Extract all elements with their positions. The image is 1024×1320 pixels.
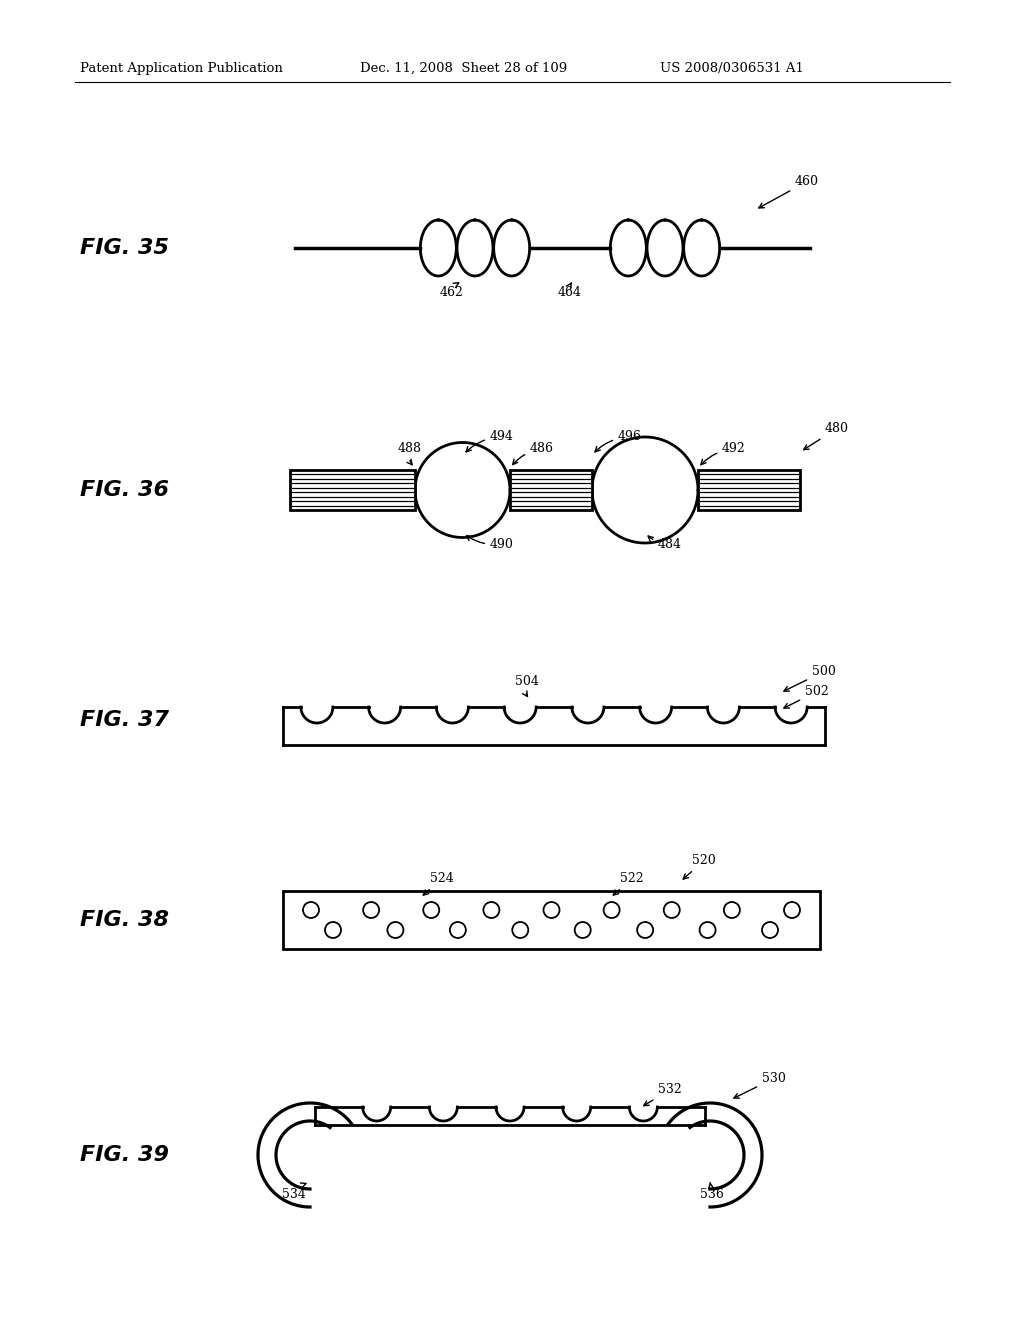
Text: 522: 522 bbox=[613, 873, 644, 895]
Text: 496: 496 bbox=[595, 430, 642, 451]
Text: FIG. 39: FIG. 39 bbox=[80, 1144, 169, 1166]
Text: FIG. 36: FIG. 36 bbox=[80, 480, 169, 500]
Bar bbox=[283, 891, 820, 949]
Text: 490: 490 bbox=[467, 536, 514, 550]
Text: 536: 536 bbox=[700, 1183, 724, 1201]
Bar bbox=[510, 470, 592, 510]
Text: FIG. 35: FIG. 35 bbox=[80, 238, 169, 257]
Text: FIG. 38: FIG. 38 bbox=[80, 909, 169, 931]
Text: 488: 488 bbox=[398, 442, 422, 465]
Text: 484: 484 bbox=[648, 536, 682, 550]
Text: 520: 520 bbox=[683, 854, 716, 879]
Text: 492: 492 bbox=[700, 442, 745, 465]
Text: 534: 534 bbox=[282, 1183, 306, 1201]
Text: 502: 502 bbox=[784, 685, 828, 708]
Text: 460: 460 bbox=[759, 176, 819, 209]
Text: Dec. 11, 2008  Sheet 28 of 109: Dec. 11, 2008 Sheet 28 of 109 bbox=[360, 62, 567, 75]
Bar bbox=[698, 470, 800, 510]
Bar bbox=[290, 470, 415, 510]
Text: 532: 532 bbox=[644, 1082, 682, 1106]
Text: 494: 494 bbox=[466, 430, 514, 451]
Text: 464: 464 bbox=[558, 282, 582, 300]
Text: 504: 504 bbox=[515, 675, 539, 697]
Text: 530: 530 bbox=[734, 1072, 785, 1098]
Text: 524: 524 bbox=[423, 873, 454, 895]
Text: Patent Application Publication: Patent Application Publication bbox=[80, 62, 283, 75]
Text: 486: 486 bbox=[513, 442, 554, 465]
Text: 500: 500 bbox=[784, 665, 836, 692]
Text: FIG. 37: FIG. 37 bbox=[80, 710, 169, 730]
Text: US 2008/0306531 A1: US 2008/0306531 A1 bbox=[660, 62, 804, 75]
Text: 462: 462 bbox=[440, 282, 464, 300]
Text: 480: 480 bbox=[804, 422, 849, 450]
